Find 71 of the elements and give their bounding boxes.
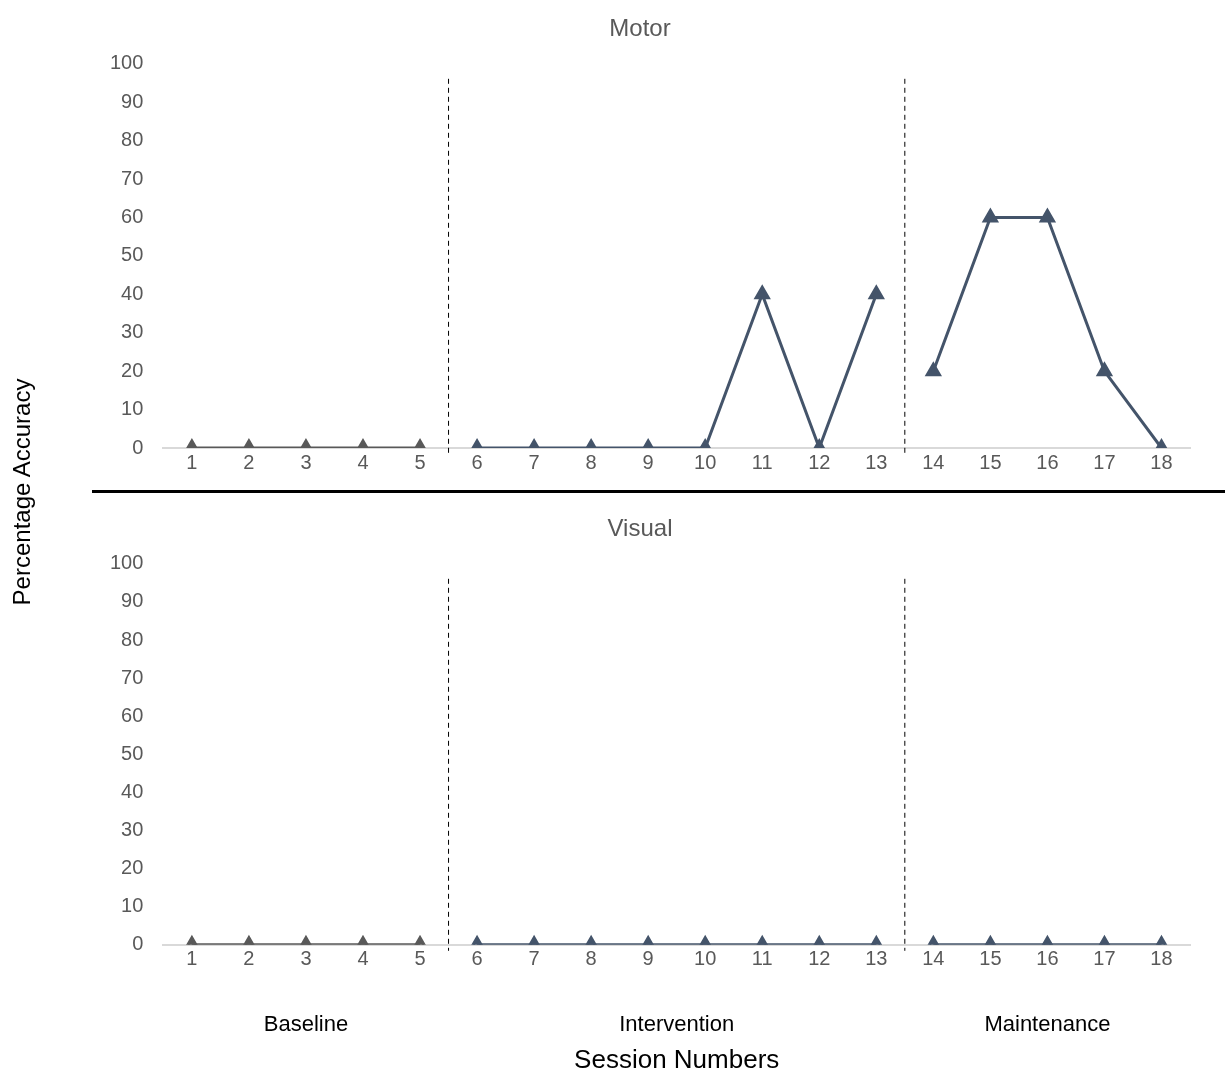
x-tick-label: 8 <box>585 450 597 473</box>
x-tick-label: 16 <box>1036 947 1059 970</box>
y-axis-title: Percentage Accuracy <box>8 378 36 606</box>
y-tick-label: 10 <box>121 397 144 420</box>
x-tick-label: 6 <box>471 450 483 473</box>
x-tick-label: 5 <box>414 947 426 970</box>
text: Baseline <box>263 1010 349 1036</box>
y-tick-label: 20 <box>121 358 144 381</box>
x-tick-label: 9 <box>642 947 654 970</box>
x-tick-label: 11 <box>751 947 773 970</box>
x-tick-label: 7 <box>528 450 540 473</box>
chart-title: Visual <box>607 514 673 542</box>
x-tick-label: 15 <box>979 947 1002 970</box>
y-tick-label: 30 <box>121 320 144 343</box>
y-tick-label: 0 <box>132 932 144 955</box>
y-tick-label: 20 <box>121 856 144 879</box>
x-tick-label: 12 <box>808 450 831 473</box>
x-tick-label: 13 <box>865 947 888 970</box>
point <box>868 285 884 300</box>
x-tick-label: 18 <box>1150 947 1173 970</box>
x-tick-label: 14 <box>922 947 945 970</box>
chart-title: Motor <box>609 14 671 42</box>
x-tick-label: 11 <box>751 450 773 473</box>
point <box>1096 362 1113 377</box>
x-tick-label: 3 <box>300 450 312 473</box>
y-tick-label: 100 <box>109 51 144 74</box>
x-tick-label: 14 <box>922 450 945 473</box>
y-tick-label: 10 <box>121 894 144 917</box>
x-tick-label: 4 <box>357 947 369 970</box>
y-tick-label: 80 <box>121 627 144 650</box>
x-tick-label: 10 <box>694 947 717 970</box>
x-tick-label: 2 <box>243 947 255 970</box>
y-tick-label: 50 <box>121 741 144 764</box>
x-tick-label: 3 <box>300 947 312 970</box>
x-tick-label: 9 <box>642 450 654 473</box>
y-tick-label: 40 <box>121 779 144 802</box>
x-tick-label: 5 <box>414 450 426 473</box>
y-tick-label: 40 <box>121 281 144 304</box>
x-tick-label: 12 <box>808 947 831 970</box>
y-tick-label: 90 <box>121 89 144 112</box>
x-tick-label: 7 <box>528 947 540 970</box>
y-tick-label: 100 <box>109 551 144 574</box>
x-tick-label: 17 <box>1093 450 1116 473</box>
y-tick-label: 60 <box>121 205 144 227</box>
y-tick-label: 30 <box>121 818 144 841</box>
x-tick-label: 8 <box>585 947 597 970</box>
point <box>925 362 941 377</box>
x-tick-label: 1 <box>186 450 198 473</box>
point <box>982 208 998 223</box>
y-tick-label: 50 <box>121 243 144 266</box>
x-tick-label: 15 <box>979 450 1002 473</box>
point <box>1039 208 1055 223</box>
x-tick-label: 1 <box>186 947 198 970</box>
x-tick-label: 17 <box>1093 947 1116 970</box>
y-tick-label: 70 <box>121 665 144 688</box>
x-tick-label: 4 <box>357 450 369 473</box>
x-axis-title: Session Numbers <box>574 1043 780 1074</box>
y-tick-label: 90 <box>121 589 144 612</box>
point <box>754 285 770 300</box>
x-tick-label: 10 <box>694 450 717 473</box>
x-tick-label: 6 <box>471 947 483 970</box>
y-tick-label: 80 <box>121 128 144 151</box>
y-tick-label: 0 <box>132 435 144 458</box>
y-tick-label: 70 <box>121 166 144 189</box>
text: Intervention <box>619 1010 735 1036</box>
x-tick-label: 13 <box>865 450 888 473</box>
x-tick-label: 2 <box>243 450 255 473</box>
text: Maintenance <box>984 1010 1111 1036</box>
x-tick-label: 18 <box>1150 450 1173 473</box>
x-tick-label: 16 <box>1036 450 1059 473</box>
y-tick-label: 60 <box>121 703 144 726</box>
